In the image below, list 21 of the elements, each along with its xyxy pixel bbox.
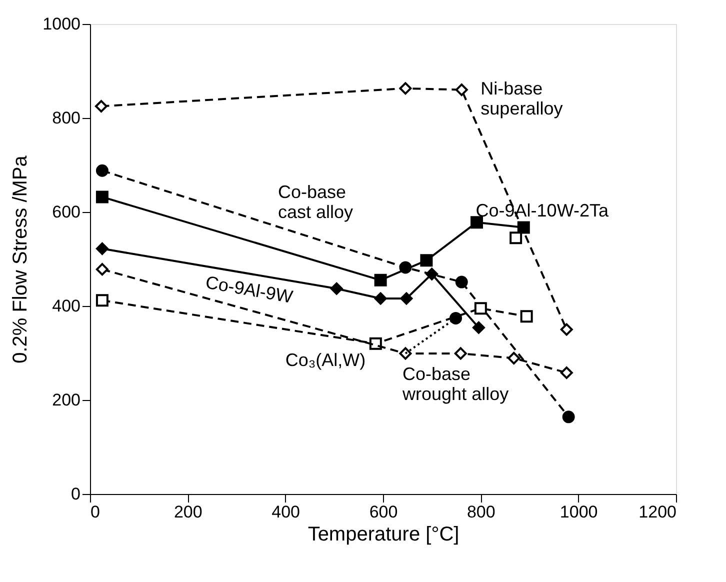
x-tick-label: 1200	[638, 502, 676, 522]
x-tick-label: 1000	[560, 502, 598, 522]
y-tick-label: 0	[71, 484, 80, 504]
y-tick-label: 600	[52, 202, 80, 222]
text: Co-9Al-9W	[204, 272, 294, 308]
y-tick-label: 1000	[42, 14, 80, 34]
y-tick-label: 200	[52, 390, 80, 410]
y-tick-label: 400	[52, 296, 80, 316]
x-tick-label: 200	[174, 502, 202, 522]
series-label: Co-9Al-10W-2Ta	[476, 200, 610, 221]
series-label: Co₃(Al,W)	[285, 350, 366, 370]
x-tick-label: 0	[90, 502, 100, 522]
series-label: Co-base wrought alloy	[402, 364, 509, 404]
x-tick-label: 600	[369, 502, 398, 522]
x-tick-label: 800	[466, 502, 496, 522]
x-tick-label: 400	[272, 502, 300, 522]
series-label: Ni-base superalloy	[480, 78, 563, 118]
series-label: Co-base cast alloy	[278, 182, 354, 222]
x-axis-title: Temperature [°C]	[308, 524, 460, 546]
y-tick-label: 800	[52, 108, 80, 128]
y-axis-title: 0.2% Flow Stress /MPa	[10, 154, 32, 364]
